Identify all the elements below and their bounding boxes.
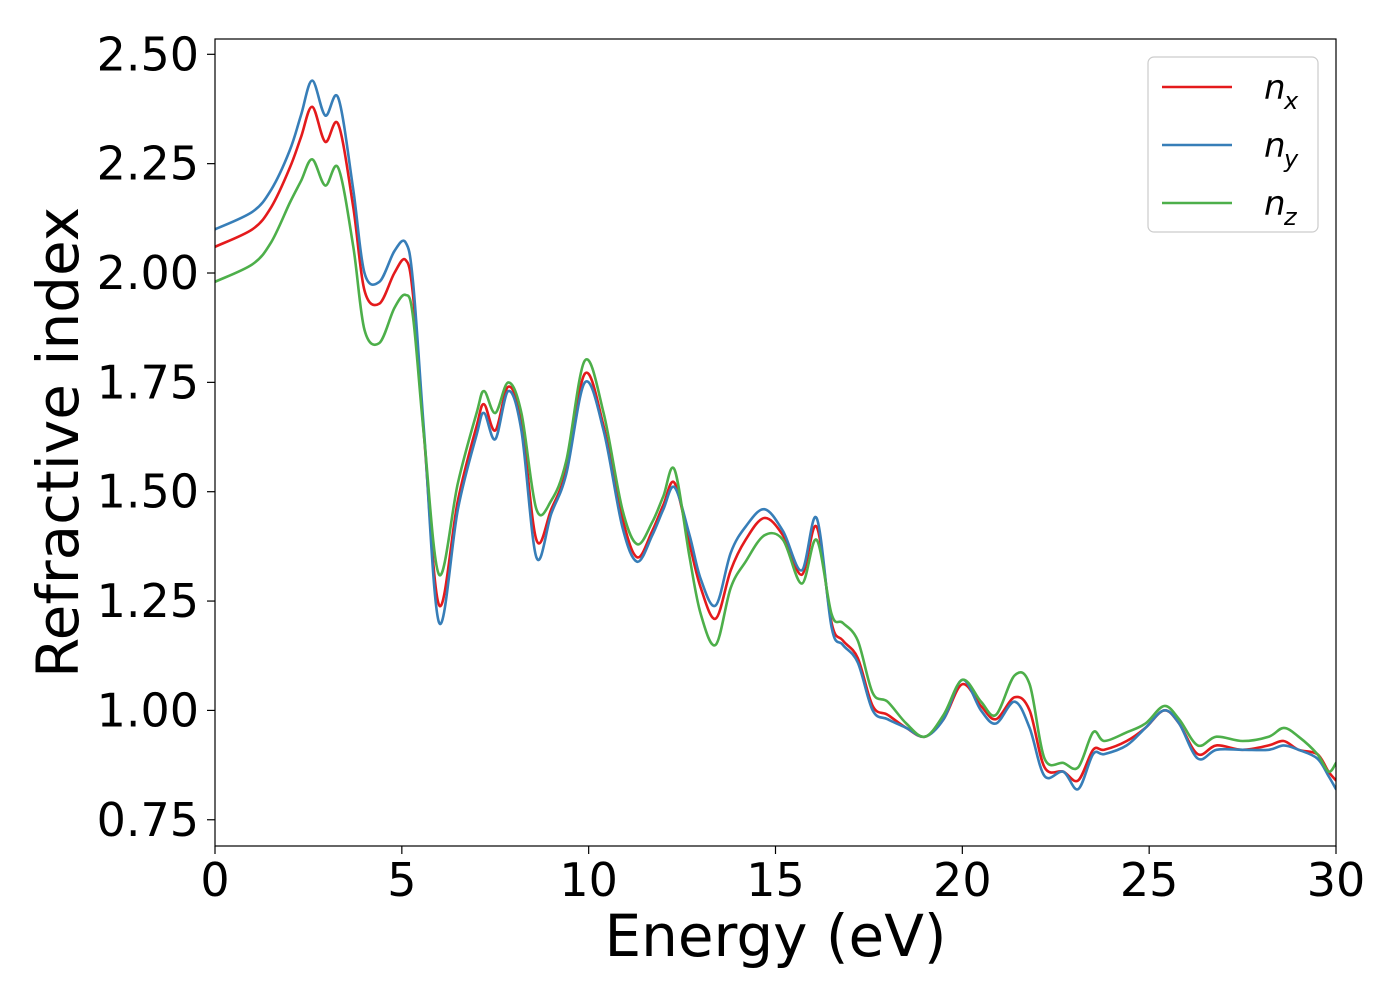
x-tick-label: 20: [933, 853, 992, 907]
series-line-x: [215, 105, 1336, 783]
legend-subscript-x: x: [1283, 87, 1299, 115]
x-tick-label: 30: [1307, 853, 1366, 907]
series-line-y: [215, 79, 1336, 791]
x-axis-label: Energy (eV): [604, 902, 946, 970]
series-layer: [215, 79, 1336, 791]
y-tick-label: 1.00: [97, 683, 199, 737]
y-tick-label: 1.50: [97, 465, 199, 519]
series-line-z: [215, 158, 1336, 774]
x-tick-label: 15: [746, 853, 805, 907]
legend-label-y: n: [1264, 126, 1286, 166]
x-axis: 0 5 10 15 20 25 30: [200, 846, 1365, 907]
y-tick-label: 2.00: [97, 246, 199, 300]
y-tick-label: 2.50: [97, 27, 199, 81]
legend-box: [1147, 56, 1319, 233]
y-axis-label: Refractive index: [24, 207, 92, 678]
legend-label-z: n: [1264, 184, 1286, 224]
legend-subscript-z: z: [1283, 203, 1298, 231]
legend-label-x: n: [1264, 68, 1286, 108]
x-tick-label: 25: [1120, 853, 1179, 907]
x-tick-label: 0: [200, 853, 229, 907]
x-tick-label: 5: [387, 853, 416, 907]
y-tick-label: 2.25: [97, 137, 199, 191]
y-tick-label: 0.75: [97, 793, 199, 847]
legend-subscript-y: y: [1283, 145, 1299, 173]
x-tick-label: 10: [559, 853, 618, 907]
y-axis: 0.75 1.00 1.25 1.50 1.75 2.00 2.25 2.50: [97, 27, 215, 847]
y-tick-label: 1.75: [97, 355, 199, 409]
y-tick-label: 1.25: [97, 574, 199, 628]
